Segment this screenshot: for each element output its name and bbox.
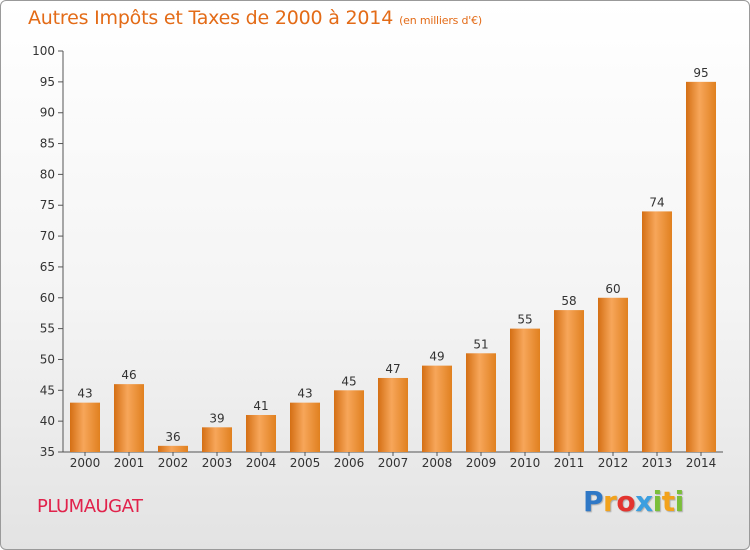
bar-value-label: 49 [429,350,444,364]
logo-letter: i [652,485,663,518]
x-tick-label: 2010 [510,456,541,470]
bar-2008 [422,365,452,452]
bar-2005 [290,402,320,452]
y-tick-label: 40 [40,414,55,428]
y-tick-label: 80 [40,167,55,181]
bar-value-label: 43 [77,387,92,401]
y-tick-label: 85 [40,137,55,151]
bar-2014 [686,81,716,452]
bar-value-label: 55 [517,313,532,327]
bars: 43 46 36 39 41 43 45 47 49 51 55 58 60 74 95 [70,66,716,452]
bar-2009 [466,353,496,452]
logo-letter: P [583,485,604,518]
x-tick-label: 2003 [202,456,233,470]
logo-letter: o [616,485,636,518]
bar-value-label: 47 [385,362,400,376]
logo-letter: i [674,485,685,518]
x-tick-label: 2013 [642,456,673,470]
x-tick-label: 2001 [114,456,145,470]
bar-2010 [510,328,540,452]
x-tick-label: 2012 [598,456,629,470]
town-name: PLUMAUGAT [37,496,143,517]
bar-2002 [158,445,188,452]
y-tick-label: 70 [40,229,55,243]
bar-2004 [246,414,276,452]
chart-title: Autres Impôts et Taxes de 2000 à 2014 (en… [28,7,482,29]
y-tick-label: 90 [40,106,55,120]
bar-2011 [554,310,584,452]
bar-value-label: 58 [561,294,576,308]
x-tick-label: 2006 [334,456,365,470]
y-tick-label: 75 [40,198,55,212]
bar-value-label: 51 [473,337,488,351]
y-tick-label: 60 [40,291,55,305]
x-tick-label: 2000 [70,456,101,470]
logo-letter: t [661,485,675,518]
logo-letter: r [603,485,617,518]
y-tick-label: 50 [40,352,55,366]
x-axis: 2000 2001 2002 2003 2004 2005 2006 2007 2008 2009… [63,451,723,470]
x-tick-label: 2008 [422,456,453,470]
chart-subtitle: (en milliers d'€) [399,14,482,27]
bar-2007 [378,377,408,452]
y-tick-label: 45 [40,383,55,397]
bar-value-label: 60 [605,282,620,296]
chart-title-text: Autres Impôts et Taxes de 2000 à 2014 [28,7,394,29]
bar-value-label: 95 [693,66,708,80]
bar-value-label: 74 [649,195,664,209]
bar-value-label: 45 [341,374,356,388]
y-tick-label: 100 [32,44,55,58]
bar-2006 [334,390,364,452]
proxiti-logo[interactable]: Proxiti [583,485,684,518]
y-tick-label: 95 [40,75,55,89]
bar-value-label: 43 [297,387,312,401]
x-tick-label: 2009 [466,456,497,470]
bar-2000 [70,402,100,452]
x-tick-label: 2002 [158,456,189,470]
y-axis: 35 40 45 50 55 60 65 70 75 80 85 90 95 100 [32,44,64,459]
x-tick-label: 2011 [554,456,585,470]
y-tick-label: 65 [40,260,55,274]
bar-2001 [114,384,144,452]
x-tick-label: 2005 [290,456,321,470]
bar-2003 [202,427,232,452]
y-tick-label: 55 [40,322,55,336]
x-tick-label: 2004 [246,456,277,470]
bar-value-label: 39 [209,411,224,425]
x-tick-label: 2014 [686,456,717,470]
bar-value-label: 36 [165,430,180,444]
bar-value-label: 46 [121,368,136,382]
y-tick-label: 35 [40,445,55,459]
bar-value-label: 41 [253,399,268,413]
bar-2013 [642,211,672,452]
bar-2012 [598,297,628,452]
logo-letter: x [635,485,653,518]
x-tick-label: 2007 [378,456,409,470]
